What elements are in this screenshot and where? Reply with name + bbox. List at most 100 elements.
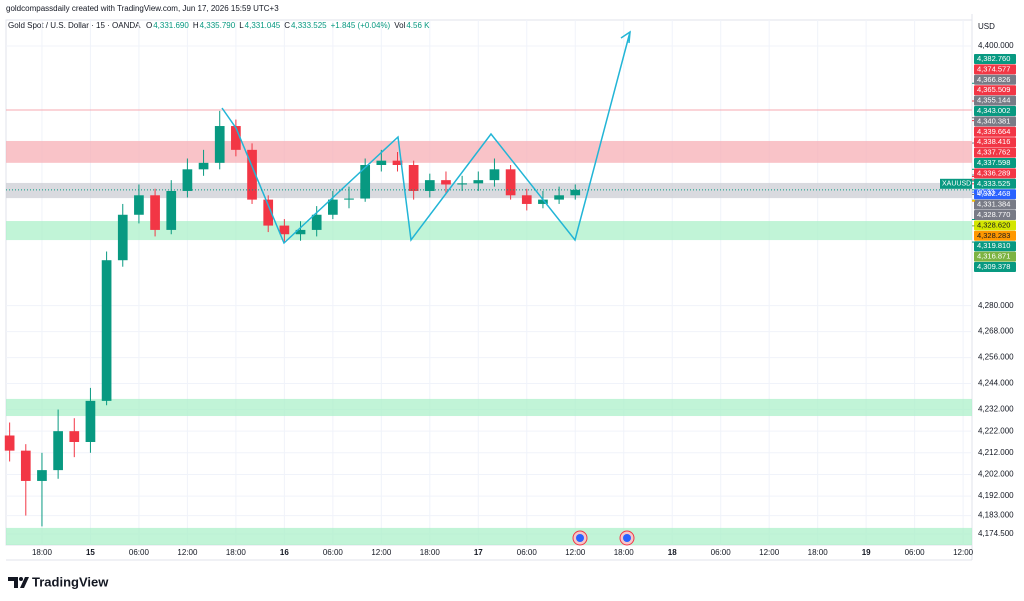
candle-body xyxy=(166,190,177,230)
x-tick-label: 12:00 xyxy=(565,548,586,557)
candle-body xyxy=(376,160,387,165)
price-tag-label: 4,331.384 xyxy=(977,200,1010,209)
countdown: 00:33 xyxy=(977,190,995,197)
logo-dot xyxy=(19,577,23,581)
price-tag-label: 4,337.762 xyxy=(977,148,1010,157)
candle-body xyxy=(570,189,581,196)
x-tick-label: 16 xyxy=(280,548,289,557)
price-tag-label: 4,316.871 xyxy=(977,252,1010,261)
candle-body xyxy=(150,195,160,230)
candle-body xyxy=(134,195,144,215)
x-tick-label: 19 xyxy=(862,548,871,557)
price-tag-label: 4,319.810 xyxy=(977,241,1010,250)
candle-body xyxy=(360,164,371,199)
candle-body xyxy=(85,400,96,442)
x-tick-label: 17 xyxy=(474,548,483,557)
y-tick-label: 4,183.000 xyxy=(978,511,1014,520)
candle-body xyxy=(182,169,193,191)
price-tag-label: 4,365.509 xyxy=(977,85,1010,94)
price-tag xyxy=(974,106,1016,116)
price-tag-label: 4,332.468 xyxy=(977,189,1010,198)
candle-body xyxy=(263,199,274,226)
candle-body xyxy=(117,214,128,261)
x-tick-label: 18:00 xyxy=(32,548,53,557)
price-tag xyxy=(974,241,1016,252)
price-tag xyxy=(974,74,1016,85)
candle-body xyxy=(473,180,484,184)
price-tag xyxy=(974,220,1016,231)
legend-item: L xyxy=(239,21,244,30)
price-tag-label: 4,328.620 xyxy=(977,220,1010,229)
price-tag-label: 4,374.577 xyxy=(977,64,1010,73)
price-tag-label: 4,328.283 xyxy=(977,231,1010,240)
x-tick-label: 18 xyxy=(668,548,677,557)
candle-body xyxy=(521,195,532,204)
price-tag-label: 4,333.525 xyxy=(977,179,1010,188)
price-tag-label: 4,337.598 xyxy=(977,158,1010,167)
y-tick-label: 4,192.000 xyxy=(978,491,1014,500)
x-tick-label: 12:00 xyxy=(177,548,198,557)
candle-body xyxy=(101,260,112,401)
x-tick-label: 06:00 xyxy=(905,548,926,557)
candle-body xyxy=(441,180,451,185)
legend-item: 4,331.690 xyxy=(153,21,189,30)
price-tag xyxy=(974,178,1016,189)
x-tick-label: 18:00 xyxy=(226,548,247,557)
symbol-label: XAUUSD xyxy=(942,181,971,188)
candle-body xyxy=(279,225,290,235)
price-tag xyxy=(974,199,1016,210)
price-tag-label: 4,309.378 xyxy=(977,262,1010,271)
candle-body xyxy=(295,229,306,235)
price-tag xyxy=(974,116,1016,127)
price-tag xyxy=(974,262,1016,272)
zone xyxy=(6,527,972,545)
price-tag xyxy=(974,95,1016,106)
x-tick-label: 06:00 xyxy=(711,548,732,557)
symbol-tag xyxy=(940,178,972,189)
y-tick-label: 4,244.000 xyxy=(978,379,1014,388)
y-tick-label: 4,268.000 xyxy=(978,327,1014,336)
candle-body xyxy=(392,160,403,165)
price-tag-label: 4,366.826 xyxy=(977,75,1010,84)
price-tag xyxy=(974,230,1016,241)
candle-body xyxy=(344,198,354,200)
x-tick-label: 15 xyxy=(86,548,95,557)
candle-body xyxy=(489,169,500,181)
event-icon-inner xyxy=(623,534,631,542)
y-tick-label: 4,280.000 xyxy=(978,301,1014,310)
legend-item: C xyxy=(284,21,290,30)
candle-body xyxy=(408,164,419,191)
legend-item: 4,335.790 xyxy=(200,21,236,30)
legend-item: 4.56 K xyxy=(406,21,430,30)
y-tick-label: 4,202.000 xyxy=(978,470,1014,479)
candle-body xyxy=(247,149,257,200)
candle-body xyxy=(505,169,516,196)
price-tag-label: 4,355.144 xyxy=(977,96,1010,105)
price-tag xyxy=(974,158,1016,168)
candle-body xyxy=(231,126,241,150)
event-icon-inner xyxy=(576,534,584,542)
price-tag-label: 4,343.002 xyxy=(977,106,1010,115)
x-tick-label: 06:00 xyxy=(129,548,150,557)
legend-item: +1.845 (+0.04%) xyxy=(331,21,391,30)
y-tick-label: 4,212.000 xyxy=(978,448,1014,457)
zone xyxy=(6,221,972,241)
price-tag xyxy=(974,189,1016,200)
candle-body xyxy=(554,195,564,200)
candle-body xyxy=(424,180,435,191)
candle-body xyxy=(457,183,467,185)
price-tag xyxy=(974,251,1016,262)
candle-body xyxy=(69,431,80,442)
logo-mark xyxy=(8,577,29,588)
currency: USD xyxy=(978,22,995,31)
price-tag-label: 4,340.381 xyxy=(977,116,1010,125)
brand-logo: TradingView xyxy=(8,574,109,589)
legend-item: H xyxy=(193,21,199,30)
candle-body xyxy=(214,126,225,163)
price-tag xyxy=(974,137,1016,148)
x-tick-label: 12:00 xyxy=(759,548,780,557)
candle-body xyxy=(311,214,322,230)
arrow-head xyxy=(620,30,631,44)
